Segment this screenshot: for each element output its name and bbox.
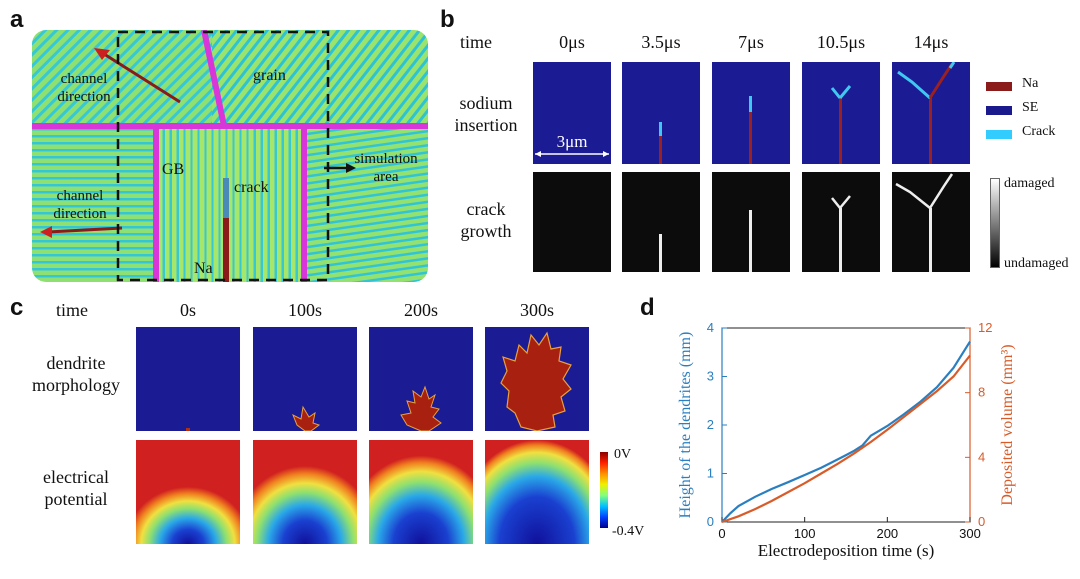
y-left-tick-label: 4 <box>707 320 714 335</box>
panel-b-sodium-frame-1 <box>622 62 700 164</box>
legend-swatch-se <box>986 106 1012 115</box>
series-line-height <box>721 341 971 523</box>
y-right-tick-label: 4 <box>978 449 985 464</box>
panel-b-time-1: 3.5μs <box>641 32 681 52</box>
y-right-tick-label: 8 <box>978 385 985 400</box>
panel-b-colorbar-bottom: undamaged <box>1004 256 1069 271</box>
legend-label-na: Na <box>1022 76 1039 91</box>
panel-b-row-crack-growth: crack growth <box>460 199 512 241</box>
x-axis-label: Electrodeposition time (s) <box>758 541 935 560</box>
panel-c-time-1: 100s <box>287 300 322 320</box>
grain-structure-figure <box>32 30 428 282</box>
panel-b-scale-label: 3μm <box>556 132 588 151</box>
panel-b-scale-bar <box>533 122 611 162</box>
panel-b-crack-frame-1 <box>622 172 700 272</box>
panel-b-row-sodium-insertion: sodium insertion <box>454 93 518 135</box>
panel-b-sodium-frame-0 <box>533 62 611 164</box>
panel-a-crack-label: crack <box>234 179 269 196</box>
y-left-axis-label: Height of the dendrites (mm) <box>677 332 694 519</box>
panel-d-chart: 0 100 200 300 0 1 2 3 4 0 4 8 12 Electrodeposition ti… <box>660 314 1060 574</box>
panel-a-label: a <box>10 6 24 33</box>
panel-c-colorbar <box>600 452 608 528</box>
panel-c-time-2: 200s <box>403 300 438 320</box>
panel-d-label: d <box>640 294 655 321</box>
x-tick-label: 200 <box>876 526 898 541</box>
x-tick-label: 100 <box>794 526 816 541</box>
panel-b-time-2: 7μs <box>738 32 764 52</box>
x-tick-label: 0 <box>718 526 725 541</box>
y-left-tick-label: 0 <box>707 514 714 529</box>
panel-c-colorbar-bottom: -0.4V <box>612 524 645 539</box>
panel-b-sodium-frame-3 <box>802 62 880 164</box>
panel-b-colorbar <box>990 178 1000 268</box>
y-left-tick-label: 3 <box>707 369 714 384</box>
panel-a-na-label: Na <box>194 260 213 277</box>
legend-label-crack: Crack <box>1022 124 1056 139</box>
panel-a-channel-direction-bottom: channel direction <box>53 188 107 222</box>
panel-c-potential-frame-2 <box>369 440 473 544</box>
panel-b-crack-frame-0 <box>533 172 611 272</box>
panel-b-crack-frame-3 <box>802 172 880 272</box>
legend-swatch-crack <box>986 130 1012 139</box>
panel-c-dendrite-frame-0 <box>136 327 240 431</box>
legend-label-se: SE <box>1022 100 1039 115</box>
panel-b-time-3: 10.5μs <box>816 32 866 52</box>
panel-c-label: c <box>10 294 24 321</box>
panel-a-figure <box>32 30 428 282</box>
panel-c-potential-frame-0 <box>136 440 240 544</box>
panel-c-dendrite-frame-1 <box>253 327 357 432</box>
panel-b-legend: Na SE Crack <box>986 76 1076 150</box>
plot-frame <box>721 327 971 523</box>
legend-swatch-na <box>986 82 1012 91</box>
panel-c-dendrite-frame-2 <box>369 327 473 432</box>
panel-b-label: b <box>440 6 455 33</box>
panel-c-potential-frame-3 <box>485 440 589 544</box>
panel-b-colorbar-top: damaged <box>1004 176 1055 191</box>
series-line-volume <box>721 354 971 524</box>
panel-b-sodium-frame-4 <box>892 61 970 164</box>
panel-b-time-0: 0μs <box>559 32 585 52</box>
panel-b-time-4: 14μs <box>913 32 949 52</box>
panel-c-time-3: 300s <box>519 300 554 320</box>
y-right-tick-label: 0 <box>978 514 985 529</box>
panel-c-colorbar-top: 0V <box>614 447 632 462</box>
panel-c-row-electrical-potential: electrical potential <box>43 467 109 509</box>
panel-c-row-dendrite-morphology: dendrite morphology <box>32 353 120 395</box>
panel-b-crack-frame-4 <box>892 172 970 272</box>
panel-a-gb-label: GB <box>162 161 185 178</box>
panel-b-time-label: time <box>460 32 492 52</box>
panel-a-simulation-area: simulation area <box>354 151 418 185</box>
panel-a-channel-direction-top: channel direction <box>57 71 111 105</box>
panel-a-grain-label: grain <box>253 67 286 84</box>
panel-c-dendrite-frame-3 <box>485 327 589 432</box>
panel-b-crack-frame-2 <box>712 172 790 272</box>
y-right-axis-label: Deposited volume (mm³) <box>999 344 1016 505</box>
panel-c-potential-frame-1 <box>253 440 357 544</box>
y-left-tick-label: 2 <box>707 417 714 432</box>
panel-b-sodium-frame-2 <box>712 62 790 164</box>
panel-c-time-label: time <box>56 300 88 320</box>
x-tick-label: 300 <box>959 526 981 541</box>
y-left-tick-label: 1 <box>707 466 714 481</box>
panel-c-time-0: 0s <box>179 300 196 320</box>
y-right-tick-label: 12 <box>978 320 992 335</box>
